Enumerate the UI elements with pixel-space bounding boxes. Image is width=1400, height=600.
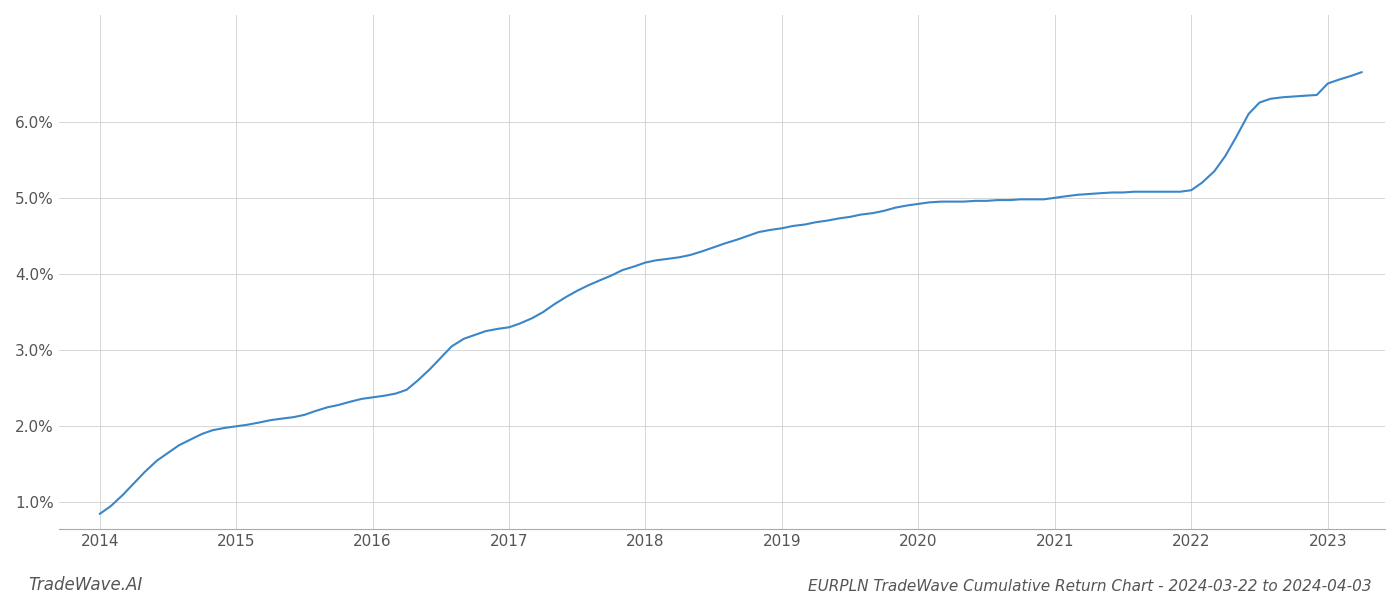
Text: TradeWave.AI: TradeWave.AI	[28, 576, 143, 594]
Text: EURPLN TradeWave Cumulative Return Chart - 2024-03-22 to 2024-04-03: EURPLN TradeWave Cumulative Return Chart…	[808, 579, 1372, 594]
